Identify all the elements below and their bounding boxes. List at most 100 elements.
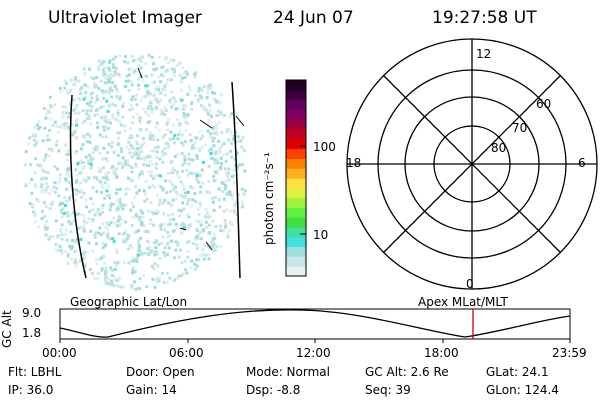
- emission-pixel: [51, 235, 55, 238]
- emission-pixel: [42, 107, 46, 110]
- emission-pixel: [72, 130, 76, 134]
- emission-pixel: [176, 173, 180, 177]
- emission-pixel: [184, 114, 188, 118]
- colorbar-segment: [286, 236, 306, 248]
- emission-pixel: [150, 210, 154, 214]
- emission-pixel: [162, 186, 165, 190]
- emission-pixel: [158, 157, 162, 161]
- timeline-y-tick-high: 9.0: [22, 306, 42, 320]
- emission-pixel: [148, 222, 152, 226]
- emission-pixel: [132, 205, 136, 209]
- emission-pixel: [111, 140, 114, 144]
- emission-pixel: [149, 170, 153, 174]
- emission-pixel: [58, 125, 62, 129]
- emission-pixel: [83, 264, 87, 268]
- emission-pixel: [165, 83, 169, 87]
- emission-pixel: [65, 81, 68, 85]
- emission-pixel: [212, 242, 216, 246]
- emission-pixel: [144, 74, 148, 78]
- emission-pixel: [140, 223, 144, 227]
- emission-pixel: [72, 219, 76, 223]
- emission-pixel: [129, 143, 133, 147]
- emission-pixel: [93, 236, 97, 239]
- emission-pixel: [221, 182, 225, 186]
- emission-pixel: [96, 271, 100, 275]
- emission-pixel: [55, 167, 59, 171]
- emission-pixel: [143, 95, 147, 99]
- emission-pixel: [104, 266, 108, 270]
- emission-pixel: [212, 175, 216, 179]
- emission-pixel: [150, 108, 154, 112]
- emission-pixel: [205, 190, 209, 194]
- emission-pixel: [87, 241, 91, 245]
- emission-pixel: [146, 107, 150, 110]
- emission-pixel: [59, 248, 63, 252]
- emission-pixel: [66, 254, 70, 258]
- emission-pixel: [149, 174, 153, 178]
- emission-pixel: [33, 212, 37, 216]
- emission-pixel: [100, 266, 104, 270]
- emission-pixel: [164, 109, 168, 112]
- emission-pixel: [122, 231, 126, 235]
- emission-pixel: [89, 122, 93, 126]
- emission-pixel: [161, 74, 165, 78]
- emission-pixel: [75, 238, 79, 242]
- emission-pixel: [206, 111, 210, 115]
- emission-pixel: [221, 229, 225, 233]
- emission-pixel: [163, 112, 167, 116]
- emission-pixel: [186, 199, 190, 203]
- emission-pixel: [112, 57, 116, 61]
- emission-pixel: [77, 190, 81, 194]
- emission-pixel: [138, 120, 142, 124]
- emission-pixel: [113, 260, 117, 264]
- emission-pixel: [45, 188, 48, 192]
- emission-pixel: [157, 128, 161, 132]
- emission-pixel: [196, 234, 200, 238]
- emission-pixel: [176, 153, 180, 156]
- emission-pixel: [177, 175, 181, 179]
- emission-pixel: [106, 74, 110, 78]
- emission-pixel: [103, 181, 107, 185]
- emission-pixel: [213, 158, 217, 162]
- emission-pixel: [74, 168, 78, 172]
- emission-pixel: [138, 172, 142, 176]
- emission-pixel: [102, 255, 106, 259]
- emission-pixel: [127, 136, 131, 140]
- emission-pixel: [140, 150, 144, 154]
- emission-pixel: [113, 276, 117, 279]
- emission-pixel: [143, 199, 147, 203]
- emission-pixel: [134, 258, 138, 262]
- emission-pixel: [80, 213, 84, 217]
- emission-pixel: [108, 121, 112, 125]
- coast-fragment: [199, 119, 213, 129]
- emission-pixel: [199, 190, 203, 194]
- emission-pixel: [126, 159, 130, 163]
- emission-pixel: [151, 81, 155, 85]
- emission-pixel: [174, 276, 178, 280]
- emission-pixel: [74, 76, 78, 80]
- emission-pixel: [82, 227, 86, 231]
- emission-pixel: [206, 129, 210, 133]
- emission-pixel: [184, 70, 188, 74]
- emission-pixel: [109, 204, 113, 208]
- emission-pixel: [204, 143, 207, 147]
- emission-pixel: [53, 181, 57, 185]
- emission-pixel: [108, 196, 112, 200]
- emission-pixel: [203, 243, 206, 247]
- emission-pixel: [191, 172, 195, 176]
- emission-pixel: [108, 59, 112, 63]
- emission-pixel: [114, 55, 118, 59]
- emission-pixel: [136, 147, 140, 150]
- emission-pixel: [94, 100, 98, 104]
- emission-pixel: [30, 191, 34, 195]
- emission-pixel: [93, 213, 97, 217]
- emission-pixel: [43, 176, 47, 180]
- emission-pixel: [85, 109, 89, 113]
- emission-pixel: [125, 74, 129, 78]
- emission-pixel: [153, 285, 157, 289]
- emission-pixel: [215, 127, 218, 130]
- emission-pixel: [107, 66, 111, 70]
- emission-pixel: [190, 158, 194, 162]
- emission-pixel: [200, 168, 204, 172]
- emission-pixel: [98, 212, 102, 216]
